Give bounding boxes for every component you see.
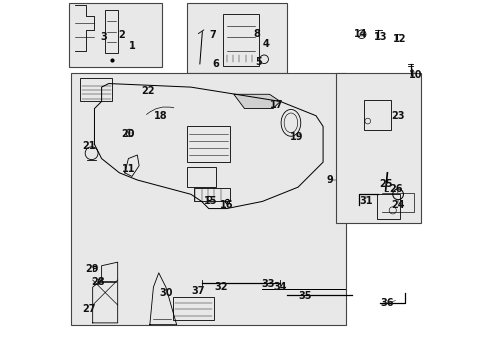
Bar bbox=[105, 10, 118, 53]
FancyBboxPatch shape bbox=[71, 73, 346, 325]
Text: 34: 34 bbox=[273, 282, 286, 292]
Text: 27: 27 bbox=[82, 303, 96, 314]
Text: 12: 12 bbox=[392, 34, 406, 44]
Text: 11: 11 bbox=[122, 164, 135, 174]
Text: 37: 37 bbox=[191, 286, 204, 296]
Text: 16: 16 bbox=[220, 200, 233, 210]
Text: 9: 9 bbox=[326, 175, 333, 185]
Text: 30: 30 bbox=[159, 288, 172, 297]
Bar bbox=[187, 167, 216, 187]
Bar bbox=[194, 188, 230, 202]
Text: 15: 15 bbox=[203, 197, 217, 206]
Text: 4: 4 bbox=[262, 39, 269, 49]
FancyBboxPatch shape bbox=[69, 3, 162, 67]
Text: 28: 28 bbox=[91, 277, 104, 287]
FancyBboxPatch shape bbox=[335, 73, 421, 223]
Text: 19: 19 bbox=[289, 132, 303, 142]
Text: 6: 6 bbox=[212, 59, 219, 69]
Text: 10: 10 bbox=[408, 69, 422, 80]
Text: 18: 18 bbox=[153, 111, 167, 121]
Text: 29: 29 bbox=[85, 264, 98, 274]
Bar bbox=[80, 78, 112, 102]
Polygon shape bbox=[233, 94, 280, 109]
Text: 5: 5 bbox=[255, 57, 262, 67]
Text: 20: 20 bbox=[122, 129, 135, 139]
Text: 24: 24 bbox=[390, 200, 404, 210]
Text: 17: 17 bbox=[269, 100, 283, 110]
Text: 2: 2 bbox=[118, 30, 124, 40]
Text: 8: 8 bbox=[253, 28, 260, 39]
Text: 7: 7 bbox=[208, 30, 215, 40]
Text: 25: 25 bbox=[378, 179, 391, 189]
Text: 35: 35 bbox=[298, 291, 311, 301]
Text: 36: 36 bbox=[380, 298, 393, 308]
Bar bbox=[376, 194, 399, 219]
Text: 31: 31 bbox=[359, 197, 372, 206]
Text: 13: 13 bbox=[373, 32, 386, 42]
Text: 23: 23 bbox=[390, 111, 404, 121]
Bar bbox=[364, 100, 390, 130]
Text: 22: 22 bbox=[141, 86, 155, 96]
Bar bbox=[223, 14, 258, 66]
Text: 33: 33 bbox=[261, 279, 274, 289]
FancyBboxPatch shape bbox=[187, 3, 287, 73]
Text: 26: 26 bbox=[389, 184, 402, 194]
Text: 32: 32 bbox=[214, 282, 227, 292]
Text: 14: 14 bbox=[353, 28, 366, 39]
Text: 21: 21 bbox=[82, 141, 96, 151]
Bar bbox=[173, 297, 214, 320]
Text: 3: 3 bbox=[100, 32, 106, 42]
Bar bbox=[187, 126, 230, 162]
Text: 1: 1 bbox=[128, 41, 135, 51]
